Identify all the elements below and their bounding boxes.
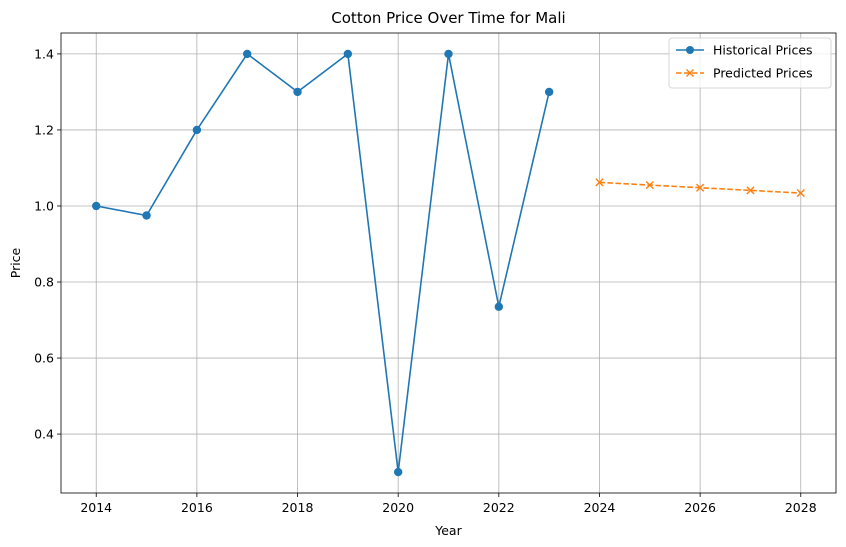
x-tick-label: 2016: [181, 500, 213, 515]
y-tick-label: 0.4: [34, 427, 54, 442]
x-tick-label: 2022: [483, 500, 515, 515]
data-point-historical: [142, 211, 151, 220]
x-tick-label: 2018: [282, 500, 314, 515]
legend-marker-predicted: [686, 69, 694, 77]
y-tick-label: 0.6: [34, 351, 54, 366]
x-tick-label: 2014: [80, 500, 112, 515]
data-point-historical: [192, 125, 202, 135]
y-tick-label: 1.2: [34, 122, 54, 137]
data-point-historical: [243, 49, 252, 59]
chart-title: Cotton Price Over Time for Mali: [331, 9, 565, 27]
data-point-predicted: [796, 188, 805, 198]
x-tick-label: 2024: [584, 500, 616, 515]
x-tick-label: 2028: [785, 500, 817, 515]
legend-label-predicted: Predicted Prices: [713, 66, 813, 81]
axis-ticks: 2014 2016 2018 2020 2022 2024 2026 2028 0.4 0.6 0.…: [34, 46, 817, 515]
data-point-historical: [92, 201, 101, 211]
y-tick-label: 1.4: [34, 46, 54, 61]
legend-marker-historical: [686, 46, 694, 54]
data-point-historical: [544, 87, 554, 97]
data-point-predicted: [696, 183, 705, 192]
series-layer: [92, 49, 805, 477]
data-point-predicted: [595, 178, 604, 187]
legend: Historical Prices Predicted Prices: [668, 37, 832, 89]
data-point-historical: [293, 87, 302, 97]
y-tick-label: 0.8: [34, 275, 54, 290]
legend-box: [668, 37, 832, 89]
data-point-predicted: [746, 186, 755, 195]
series-line-historical: [96, 52, 550, 473]
y-tick-label: 1.0: [34, 198, 54, 213]
plot-frame: [60, 32, 837, 494]
data-point-historical: [444, 49, 453, 59]
y-axis-title: Price: [8, 247, 23, 278]
grid: [61, 33, 836, 493]
x-tick-label: 2026: [684, 500, 716, 515]
data-point-historical: [393, 467, 403, 477]
data-point-historical: [494, 302, 504, 311]
legend-label-historical: Historical Prices: [713, 43, 813, 58]
x-axis-title: Year: [434, 523, 462, 538]
x-tick-label: 2020: [382, 500, 414, 515]
data-point-predicted: [645, 180, 654, 190]
data-point-historical: [343, 49, 353, 59]
